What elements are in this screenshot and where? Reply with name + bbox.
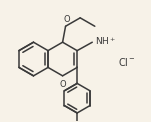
- Text: O: O: [63, 15, 70, 24]
- Text: Cl$^-$: Cl$^-$: [118, 56, 136, 68]
- Text: O: O: [59, 80, 66, 89]
- Text: NH$^+$: NH$^+$: [95, 35, 116, 47]
